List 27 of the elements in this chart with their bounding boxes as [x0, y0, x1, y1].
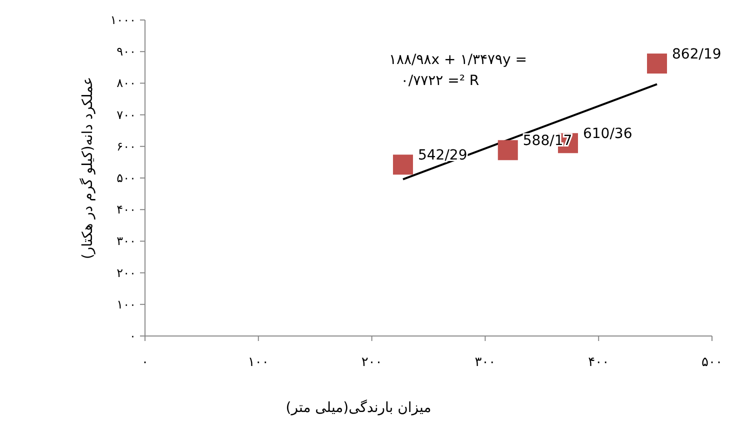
y-tick-label: ۱۰۰۰ [110, 13, 136, 27]
x-tick-label: ۵۰۰ [702, 355, 722, 370]
x-tick-label: ۰ [142, 355, 148, 370]
annotation: ۱۸۸/۹۸x + ۱/۳۴۷۹y = [388, 52, 528, 68]
x-tick-label: ۳۰۰ [474, 355, 496, 370]
x-tick-label: ۲۰۰ [361, 355, 382, 370]
y-axis-title: عملکرد دانه(کیلو گرم در هکتار) [79, 76, 96, 260]
data-label: 610/36 [582, 126, 632, 142]
y-tick-label: ۱۰۰ [116, 297, 136, 312]
y-tick-label: ۳۰۰ [116, 234, 136, 248]
data-label: 862/19 [672, 46, 722, 63]
data-label: 542/29 [418, 148, 468, 164]
y-tick-label: ۷۰۰ [116, 108, 136, 122]
y-tick-label: ۹۰۰ [116, 44, 136, 59]
point [647, 54, 667, 74]
y-tick-label: ۶۰۰ [116, 139, 136, 154]
point [498, 140, 518, 160]
x-axis-title: میزان بارندگی(میلی متر) [286, 399, 432, 416]
y-tick-label: ۰ [130, 329, 136, 343]
x-tick-label: ۱۰۰ [248, 355, 269, 370]
point [392, 154, 413, 175]
y-tick-label: ۴۰۰ [116, 202, 136, 217]
y-tick-label: ۸۰۰ [116, 76, 136, 90]
annotation: ۰/۷۷۲۲ =² R [400, 73, 480, 89]
y-tick-label: ۲۰۰ [116, 266, 136, 280]
y-tick-label: ۵۰۰ [116, 171, 136, 185]
x-tick-label: ۴۰۰ [588, 355, 610, 370]
